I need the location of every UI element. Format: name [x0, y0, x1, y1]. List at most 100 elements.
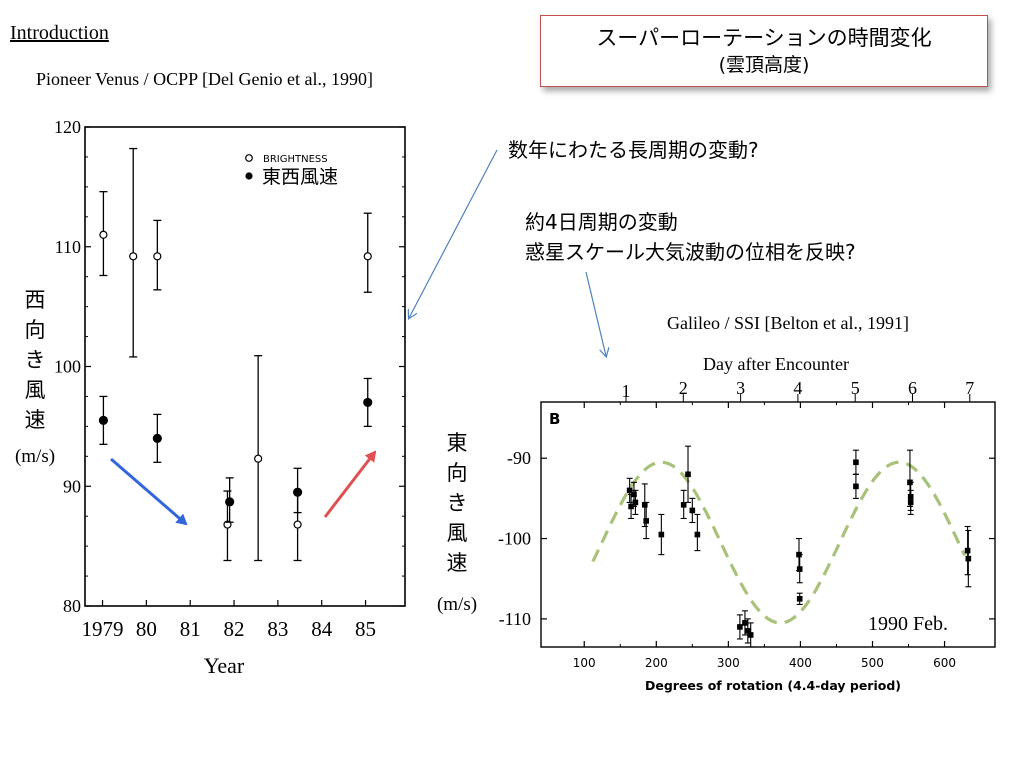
right-chart: B Day after Encounter 100 200 300 400 500 600…: [437, 354, 996, 693]
y-tick-label: 80: [63, 596, 81, 616]
decrease-trend-arrow: [110, 457, 188, 526]
y-axis-title-char: 速: [447, 551, 468, 575]
right-chart-citation: Galileo / SSI [Belton et al., 1991]: [667, 313, 909, 333]
wind-speed-point: [796, 596, 803, 602]
wind-speed-point: [632, 499, 639, 506]
y-tick-label: 110: [55, 237, 81, 257]
x-tick-label: 500: [861, 656, 884, 670]
left-chart-citation: Pioneer Venus / OCPP [Del Genio et al., …: [36, 69, 373, 89]
left-x-axis-title: Year: [204, 653, 245, 678]
wind-speed-point: [643, 518, 650, 524]
title-box: スーパーローテーションの時間変化 (雲頂高度): [540, 15, 988, 87]
wind-speed-point: [680, 502, 687, 508]
wind-speed-point: [853, 483, 859, 490]
wind-speed-point: [98, 415, 109, 425]
x-tick-label: 83: [267, 617, 288, 641]
x-tick-label: 600: [933, 656, 956, 670]
panel-label: B: [549, 410, 560, 428]
wind-speed-point: [641, 502, 648, 508]
right-chart-axes: 100 200 300 400 500 600 -90 -100 -110 1 2 3 4 5 6 7: [498, 378, 995, 670]
x-tick-label: 84: [311, 617, 333, 641]
wind-speed-point: [363, 397, 373, 408]
callout-arrow-four-day: [585, 271, 606, 356]
y-tick-label: 100: [54, 357, 81, 377]
top-tick-label: 7: [965, 378, 974, 398]
legend-open-circle-icon: [245, 154, 253, 162]
top-axis-title: Day after Encounter: [703, 354, 849, 374]
right-x-axis-title: Degrees of rotation (4.4-day period): [645, 678, 901, 693]
date-annotation: 1990 Feb.: [868, 613, 948, 635]
wind-speed-point: [685, 471, 691, 478]
x-tick-label: 200: [645, 656, 668, 670]
wind-speed-point: [747, 632, 754, 638]
x-tick-label: 300: [717, 656, 740, 670]
title-line-2: (雲頂高度): [718, 54, 810, 76]
four-day-note-line-2: 惑星スケール大気波動の位相を反映?: [525, 240, 856, 264]
top-tick-label: 6: [908, 378, 917, 398]
top-tick-label: 2: [679, 378, 688, 398]
x-tick-label: 100: [573, 656, 596, 670]
y-axis-title-char: 向: [447, 461, 468, 485]
wind-speed-point: [689, 507, 696, 514]
brightness-point: [293, 520, 302, 529]
wind-speed-point: [853, 459, 859, 466]
callout-arrow-long-period: [409, 149, 498, 318]
top-tick-label: 5: [851, 378, 860, 398]
x-tick-label: 1979: [82, 617, 124, 641]
wind-speed-point: [796, 566, 803, 572]
y-axis-title-char: 風: [25, 378, 46, 402]
y-tick-label: 120: [54, 117, 81, 137]
wind-speed-point: [907, 499, 914, 506]
top-tick-label: 3: [736, 378, 745, 398]
y-axis-title-char: 東: [447, 431, 468, 455]
wind-speed-point: [658, 531, 665, 538]
increase-trend-arrow: [323, 450, 377, 518]
y-tick-label: -100: [498, 529, 531, 549]
wind-speed-point: [293, 487, 303, 497]
y-axis-title-char: 西: [25, 288, 46, 312]
four-day-note-line-1: 約4日周期の変動: [525, 210, 678, 234]
wind-speed-point: [737, 624, 743, 630]
y-tick-label: -90: [507, 448, 531, 468]
y-axis-title-char: き: [447, 491, 468, 515]
top-tick-label: 4: [793, 378, 802, 398]
x-tick-label: 80: [136, 617, 157, 641]
wind-speed-point: [964, 547, 971, 554]
legend-filled-circle-icon: [245, 172, 253, 180]
x-tick-label: 81: [180, 617, 201, 641]
wind-speed-point: [631, 491, 637, 498]
x-tick-label: 82: [224, 617, 245, 641]
brightness-point: [99, 230, 108, 239]
y-axis-title-char: 向: [25, 318, 46, 342]
brightness-point: [254, 454, 263, 463]
wind-speed-point: [626, 487, 633, 494]
four-day-note: 約4日周期の変動 惑星スケール大気波動の位相を反映?: [525, 207, 856, 267]
brightness-point: [129, 252, 138, 261]
wind-speed-point: [225, 497, 235, 507]
y-tick-label: -110: [499, 609, 531, 629]
brightness-point: [363, 252, 372, 261]
wind-speed-point: [742, 620, 748, 626]
left-chart-marks: [98, 147, 373, 562]
x-tick-label: 400: [789, 656, 812, 670]
brightness-point: [153, 252, 162, 261]
legend-wind-label: 東西風速: [262, 166, 338, 188]
long-period-note: 数年にわたる長周期の変動?: [508, 138, 759, 162]
wind-speed-point: [694, 531, 701, 538]
left-chart-legend: BRIGHTNESS 東西風速: [245, 154, 338, 188]
legend-brightness-label: BRIGHTNESS: [263, 154, 328, 165]
y-axis-unit: (m/s): [15, 446, 55, 467]
y-axis-title-char: 風: [447, 521, 468, 545]
wind-speed-point: [965, 555, 972, 562]
y-axis-title-char: 速: [25, 408, 46, 432]
wind-speed-point: [152, 433, 162, 443]
right-chart-frame: [540, 401, 996, 648]
top-tick-label: 1: [622, 381, 631, 401]
fit-curve: [591, 460, 967, 625]
y-axis-title-char: き: [25, 348, 46, 372]
slide-heading: Introduction: [10, 22, 109, 44]
